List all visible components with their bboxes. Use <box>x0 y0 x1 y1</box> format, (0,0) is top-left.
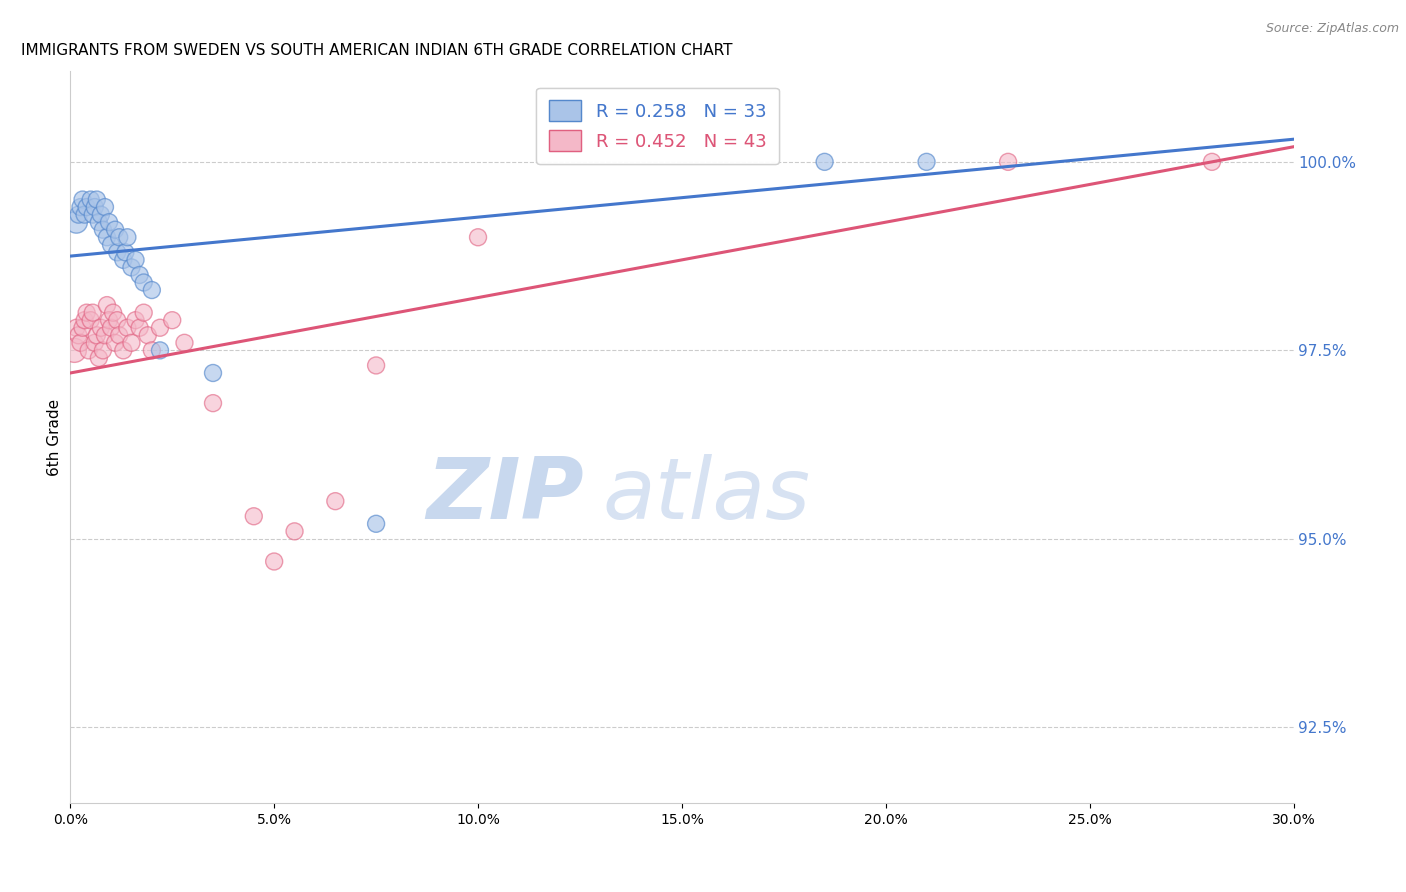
Point <box>67 328 90 343</box>
Point <box>90 208 112 222</box>
Point <box>141 343 163 358</box>
Point <box>82 208 104 222</box>
Point <box>98 313 121 327</box>
Point <box>202 366 225 380</box>
Point <box>132 276 155 290</box>
Point <box>112 343 135 358</box>
Point <box>1201 154 1223 169</box>
Point <box>87 215 110 229</box>
Point <box>82 306 104 320</box>
Point <box>325 494 347 508</box>
Point <box>96 230 118 244</box>
Point <box>117 230 139 244</box>
Point <box>136 328 159 343</box>
Point <box>141 283 163 297</box>
Point <box>105 245 128 260</box>
Point <box>124 313 146 327</box>
Point <box>132 306 155 320</box>
Point <box>121 260 143 275</box>
Point <box>162 313 183 327</box>
Point <box>128 320 150 334</box>
Point <box>173 335 195 350</box>
Point <box>263 554 285 568</box>
Point <box>915 154 938 169</box>
Y-axis label: 6th Grade: 6th Grade <box>46 399 62 475</box>
Point <box>202 396 225 410</box>
Point <box>101 306 124 320</box>
Point <box>63 343 86 358</box>
Point <box>91 223 114 237</box>
Point <box>87 351 110 365</box>
Point <box>79 313 103 327</box>
Text: Source: ZipAtlas.com: Source: ZipAtlas.com <box>1265 22 1399 36</box>
Point <box>76 200 98 214</box>
Point <box>128 268 150 282</box>
Point <box>76 306 98 320</box>
Point <box>108 230 131 244</box>
Point <box>814 154 837 169</box>
Point <box>98 215 121 229</box>
Point <box>467 230 489 244</box>
Point <box>114 245 136 260</box>
Point <box>86 328 108 343</box>
Point <box>149 320 172 334</box>
Point <box>105 313 128 327</box>
Point <box>79 193 103 207</box>
Point <box>72 320 94 334</box>
Text: ZIP: ZIP <box>426 454 583 537</box>
Legend: R = 0.258   N = 33, R = 0.452   N = 43: R = 0.258 N = 33, R = 0.452 N = 43 <box>536 87 779 164</box>
Point <box>83 335 105 350</box>
Point <box>112 252 135 267</box>
Text: atlas: atlas <box>602 454 810 537</box>
Point <box>121 335 143 350</box>
Point <box>243 509 266 524</box>
Point <box>77 343 100 358</box>
Point <box>69 200 91 214</box>
Point <box>997 154 1019 169</box>
Point <box>104 223 127 237</box>
Point <box>73 313 96 327</box>
Point <box>284 524 307 539</box>
Point <box>94 200 117 214</box>
Point <box>73 208 96 222</box>
Point <box>91 343 114 358</box>
Point <box>69 335 91 350</box>
Text: IMMIGRANTS FROM SWEDEN VS SOUTH AMERICAN INDIAN 6TH GRADE CORRELATION CHART: IMMIGRANTS FROM SWEDEN VS SOUTH AMERICAN… <box>21 43 733 58</box>
Point <box>366 516 388 531</box>
Point <box>100 237 122 252</box>
Point <box>366 359 388 373</box>
Point <box>100 320 122 334</box>
Point <box>117 320 139 334</box>
Point <box>104 335 127 350</box>
Point <box>90 320 112 334</box>
Point <box>65 215 87 229</box>
Point <box>124 252 146 267</box>
Point <box>86 193 108 207</box>
Point <box>94 328 117 343</box>
Point <box>72 193 94 207</box>
Point <box>149 343 172 358</box>
Point <box>65 320 87 334</box>
Point <box>83 200 105 214</box>
Point <box>108 328 131 343</box>
Point <box>96 298 118 312</box>
Point <box>67 208 90 222</box>
